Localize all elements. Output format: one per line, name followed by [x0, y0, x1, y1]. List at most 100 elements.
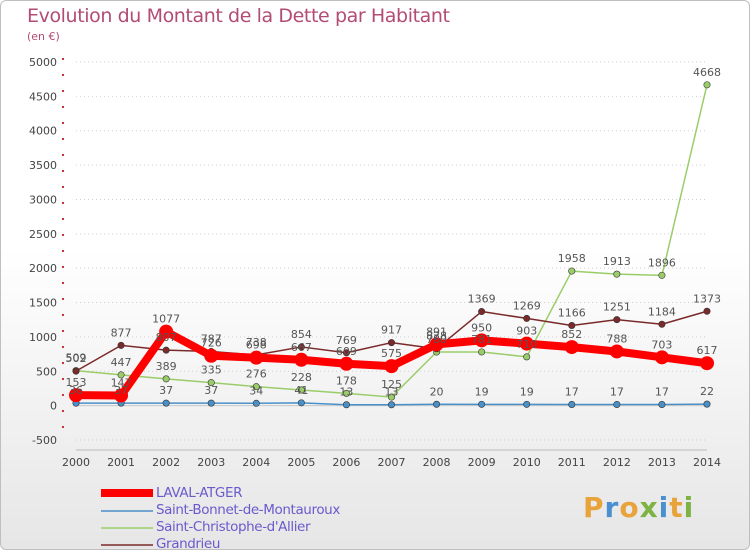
y-tick-label: 4000: [29, 125, 57, 138]
x-tick-label: 2002: [152, 456, 180, 469]
x-tick-label: 2007: [378, 456, 406, 469]
data-label: 1369: [468, 293, 496, 306]
data-point: [613, 400, 621, 408]
data-point: [523, 400, 531, 408]
data-label: 37: [204, 384, 218, 397]
data-point: [703, 400, 711, 408]
data-point: [613, 316, 621, 324]
data-point: [72, 367, 80, 375]
data-point: [568, 267, 576, 275]
data-point: [700, 356, 714, 371]
data-point: [433, 400, 441, 408]
data-point: [609, 344, 624, 359]
x-tick-label: 2008: [423, 456, 451, 469]
data-label: 37: [114, 384, 128, 397]
y-tick-label: 3500: [29, 159, 57, 172]
data-point: [162, 399, 170, 407]
data-label: 807: [156, 331, 177, 344]
y-tick-label: 500: [36, 365, 57, 378]
data-point: [568, 400, 576, 408]
proxiti-logo: Proxiti: [583, 491, 694, 524]
x-tick-label: 2000: [62, 456, 90, 469]
y-tick-label: 1500: [29, 297, 57, 310]
data-label: 37: [159, 384, 173, 397]
chart-title: Evolution du Montant de la Dette par Hab…: [27, 5, 450, 27]
data-label: 710: [516, 338, 537, 351]
logo-letter: o: [619, 491, 640, 524]
data-label: 852: [561, 328, 582, 341]
y-tick-label: 4500: [29, 90, 57, 103]
x-tick-label: 2001: [107, 456, 135, 469]
x-tick-label: 2013: [648, 456, 676, 469]
data-label: 1896: [648, 256, 676, 269]
data-point: [568, 322, 576, 330]
data-label: 389: [156, 360, 177, 373]
data-label: 335: [201, 364, 222, 377]
data-point: [252, 383, 260, 391]
data-point: [474, 333, 489, 348]
data-label: 1373: [693, 292, 721, 305]
data-point: [613, 270, 621, 278]
y-tick-label: 2000: [29, 262, 57, 275]
data-point: [204, 348, 219, 363]
data-point: [519, 336, 534, 351]
data-point: [703, 81, 711, 89]
data-label: 20: [430, 385, 444, 398]
data-point: [658, 400, 666, 408]
legend-label-laval-atger: LAVAL-ATGER: [156, 485, 243, 501]
data-label: 1166: [558, 307, 586, 320]
data-point: [114, 388, 129, 403]
data-point: [658, 271, 666, 279]
legend-swatch-grandrieu: [101, 544, 153, 546]
data-point: [523, 353, 531, 361]
data-label: 703: [651, 338, 672, 351]
data-label: 228: [291, 371, 312, 384]
x-tick-label: 2009: [468, 456, 496, 469]
data-label: 788: [606, 332, 627, 345]
y-tick-label: 5000: [29, 56, 57, 69]
data-point: [117, 341, 125, 349]
data-point: [249, 350, 264, 365]
data-label: 22: [700, 385, 714, 398]
data-label: 891: [426, 325, 447, 338]
data-point: [523, 314, 531, 322]
data-label: 34: [249, 384, 263, 397]
data-point: [297, 343, 305, 351]
data-label: 1184: [648, 305, 676, 318]
y-tick-label: -500: [32, 434, 57, 447]
data-point: [429, 337, 444, 352]
data-point: [658, 320, 666, 328]
data-label: 17: [565, 385, 579, 398]
x-tick-label: 2005: [287, 456, 315, 469]
data-point: [478, 308, 486, 316]
x-tick-label: 2003: [197, 456, 225, 469]
data-label: 781: [471, 333, 492, 346]
data-point: [342, 401, 350, 409]
data-label: 13: [385, 386, 399, 399]
data-label: 178: [336, 374, 357, 387]
data-label: 1251: [603, 301, 631, 314]
data-point: [342, 389, 350, 397]
data-label: 19: [475, 385, 489, 398]
legend-swatch-saint-bonnet: [101, 510, 153, 512]
data-label: 125: [381, 378, 402, 391]
data-label: 36: [69, 384, 83, 397]
data-label: 769: [336, 334, 357, 347]
data-label: 447: [111, 356, 132, 369]
data-label: 19: [520, 385, 534, 398]
data-label: 502: [66, 352, 87, 365]
x-tick-label: 2012: [603, 456, 631, 469]
legend-swatch-laval-atger: [101, 489, 153, 497]
data-label: 575: [381, 347, 402, 360]
data-label: 1958: [558, 252, 586, 265]
logo-letter: t: [669, 491, 684, 524]
data-label: 617: [697, 344, 718, 357]
data-point: [387, 401, 395, 409]
data-label: 17: [655, 385, 669, 398]
data-point: [69, 388, 83, 403]
data-point: [162, 375, 170, 383]
logo-letter: i: [658, 491, 670, 524]
data-label: 726: [201, 337, 222, 350]
data-label: 609: [336, 345, 357, 358]
